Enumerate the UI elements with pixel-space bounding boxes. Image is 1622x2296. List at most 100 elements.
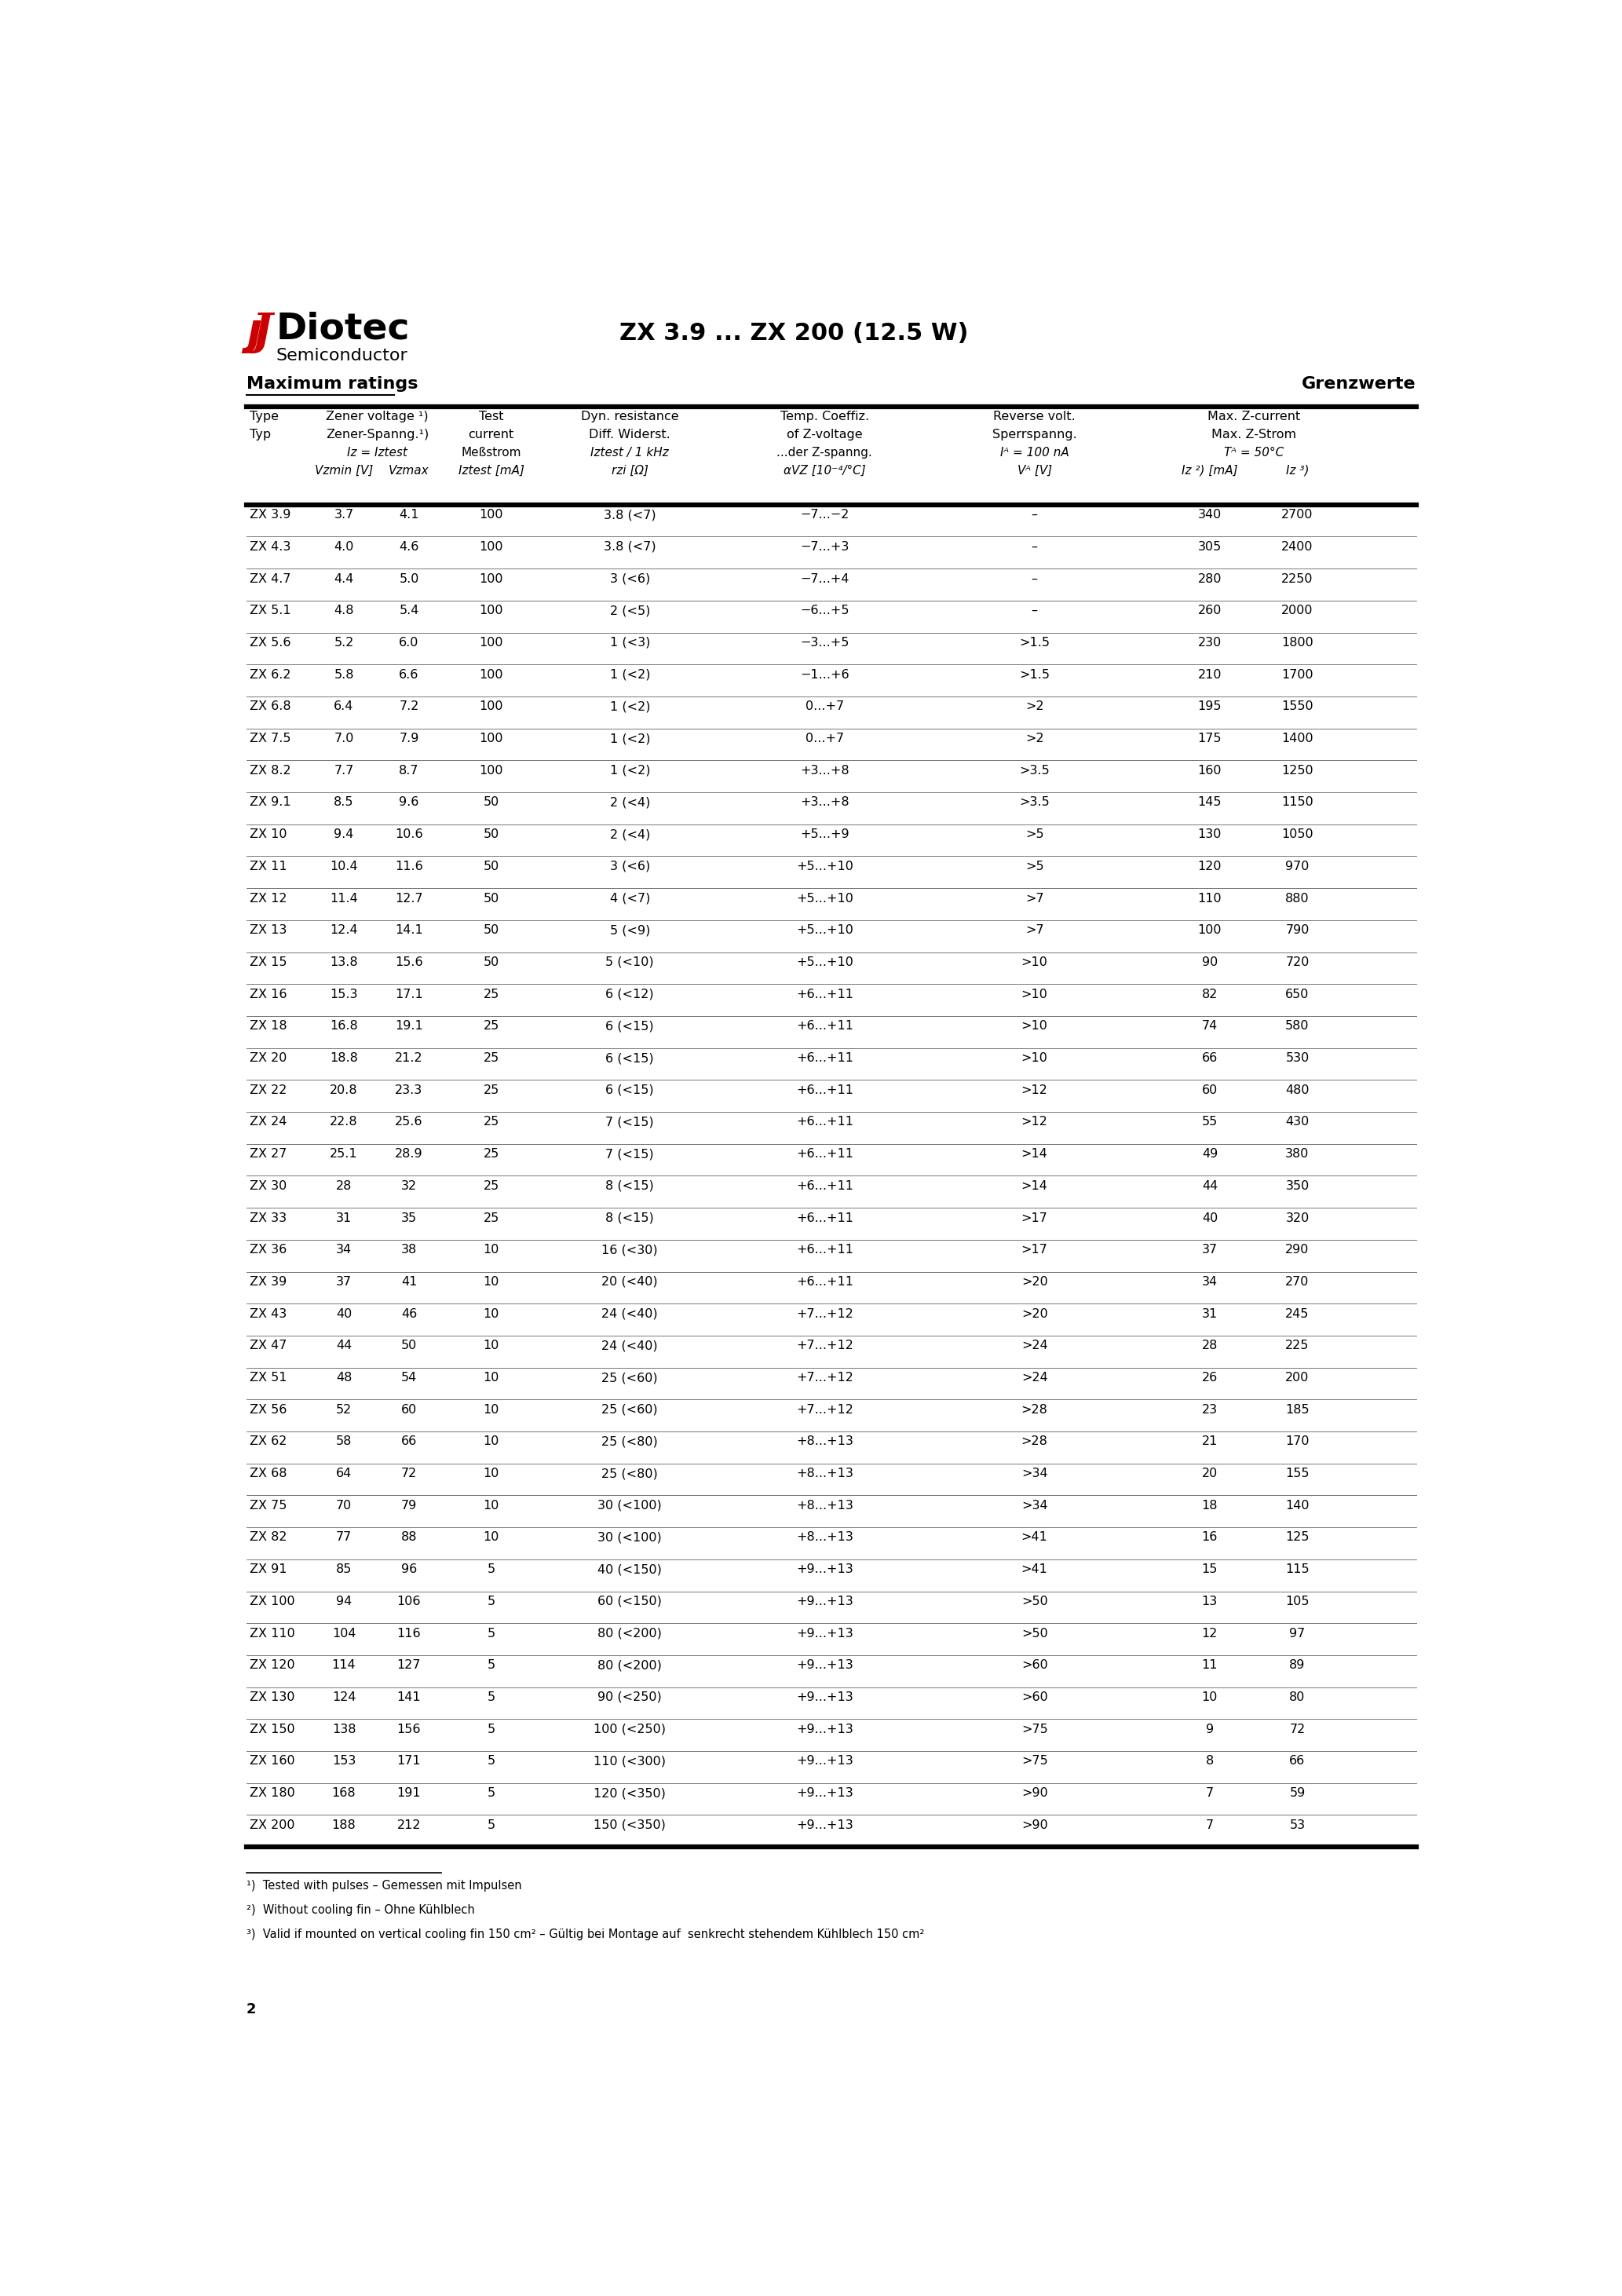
Text: 171: 171	[397, 1756, 422, 1768]
Text: +5...+10: +5...+10	[796, 861, 853, 872]
Text: Type: Type	[250, 411, 279, 422]
Text: >24: >24	[1022, 1371, 1048, 1384]
Text: 140: 140	[1285, 1499, 1309, 1511]
Text: rᴢi [Ω]: rᴢi [Ω]	[611, 464, 649, 475]
Text: of Z-voltage: of Z-voltage	[787, 429, 863, 441]
Text: 17.1: 17.1	[396, 987, 423, 1001]
Text: 58: 58	[336, 1435, 352, 1446]
Text: 7.2: 7.2	[399, 700, 418, 712]
Text: >24: >24	[1022, 1341, 1048, 1352]
Text: 1050: 1050	[1281, 829, 1314, 840]
Text: +6...+11: +6...+11	[796, 987, 853, 1001]
Text: >34: >34	[1022, 1467, 1048, 1479]
Text: 59: 59	[1289, 1786, 1306, 1800]
Text: 10: 10	[483, 1467, 500, 1479]
Text: 0...+7: 0...+7	[805, 732, 843, 744]
Text: 85: 85	[336, 1564, 352, 1575]
Text: +8...+13: +8...+13	[796, 1435, 853, 1446]
Text: 4.4: 4.4	[334, 572, 354, 585]
Text: +5...+10: +5...+10	[796, 893, 853, 905]
Text: 88: 88	[401, 1531, 417, 1543]
Text: ZX 180: ZX 180	[250, 1786, 295, 1800]
Text: +6...+11: +6...+11	[796, 1052, 853, 1063]
Text: 40: 40	[1202, 1212, 1218, 1224]
Text: 25 (<60): 25 (<60)	[602, 1403, 659, 1417]
Text: 305: 305	[1199, 542, 1221, 553]
Text: 21.2: 21.2	[396, 1052, 423, 1063]
Text: ZX 3.9 ... ZX 200 (12.5 W): ZX 3.9 ... ZX 200 (12.5 W)	[620, 321, 968, 344]
Text: 270: 270	[1285, 1277, 1309, 1288]
Text: ZX 24: ZX 24	[250, 1116, 287, 1127]
Text: 145: 145	[1197, 797, 1221, 808]
Text: 5: 5	[487, 1724, 495, 1736]
Text: +7...+12: +7...+12	[796, 1341, 853, 1352]
Text: Iᴢ = Iᴢtest: Iᴢ = Iᴢtest	[347, 448, 407, 459]
Text: 77: 77	[336, 1531, 352, 1543]
Text: 9.4: 9.4	[334, 829, 354, 840]
Text: 5: 5	[487, 1596, 495, 1607]
Text: Iᴬ = 100 nA: Iᴬ = 100 nA	[1001, 448, 1069, 459]
Text: >60: >60	[1022, 1660, 1048, 1671]
Text: ZX 18: ZX 18	[250, 1019, 287, 1031]
Text: ZX 47: ZX 47	[250, 1341, 287, 1352]
Text: 72: 72	[401, 1467, 417, 1479]
Text: 4.6: 4.6	[399, 542, 418, 553]
Text: 7 (<15): 7 (<15)	[605, 1148, 654, 1159]
Text: 1400: 1400	[1281, 732, 1314, 744]
Text: +5...+10: +5...+10	[796, 957, 853, 969]
Text: 2000: 2000	[1281, 604, 1314, 618]
Text: 50: 50	[401, 1341, 417, 1352]
Text: 10: 10	[1202, 1692, 1218, 1704]
Text: 37: 37	[336, 1277, 352, 1288]
Text: 212: 212	[397, 1818, 422, 1830]
Text: +9...+13: +9...+13	[796, 1692, 853, 1704]
Text: 22.8: 22.8	[329, 1116, 358, 1127]
Text: 290: 290	[1285, 1244, 1309, 1256]
Text: 26: 26	[1202, 1371, 1218, 1384]
Text: 5: 5	[487, 1756, 495, 1768]
Text: 46: 46	[401, 1309, 417, 1320]
Text: ³)  Valid if mounted on vertical cooling fin 150 cm² – Gültig bei Montage auf  s: ³) Valid if mounted on vertical cooling …	[247, 1929, 925, 1940]
Text: +9...+13: +9...+13	[796, 1564, 853, 1575]
Text: 8.5: 8.5	[334, 797, 354, 808]
Text: 28: 28	[336, 1180, 352, 1192]
Text: 225: 225	[1285, 1341, 1309, 1352]
Text: 28: 28	[1202, 1341, 1218, 1352]
Text: 130: 130	[1197, 829, 1221, 840]
Text: 1800: 1800	[1281, 636, 1314, 647]
Text: +8...+13: +8...+13	[796, 1499, 853, 1511]
Text: >12: >12	[1022, 1116, 1048, 1127]
Text: 8.7: 8.7	[399, 765, 418, 776]
Text: 6.6: 6.6	[399, 668, 418, 680]
Text: 25.1: 25.1	[329, 1148, 358, 1159]
Text: 156: 156	[397, 1724, 422, 1736]
Text: ZX 12: ZX 12	[250, 893, 287, 905]
Text: 11.4: 11.4	[329, 893, 358, 905]
Text: 3 (<6): 3 (<6)	[610, 861, 650, 872]
Text: 21: 21	[1202, 1435, 1218, 1446]
Text: 82: 82	[1202, 987, 1218, 1001]
Text: 24 (<40): 24 (<40)	[602, 1309, 659, 1320]
Text: 185: 185	[1285, 1403, 1309, 1417]
Text: 4.0: 4.0	[334, 542, 354, 553]
Text: Dyn. resistance: Dyn. resistance	[581, 411, 678, 422]
Text: 8 (<15): 8 (<15)	[605, 1180, 654, 1192]
Text: 127: 127	[397, 1660, 422, 1671]
Text: 0...+7: 0...+7	[805, 700, 843, 712]
Text: >20: >20	[1022, 1277, 1048, 1288]
Text: 12: 12	[1202, 1628, 1218, 1639]
Text: >14: >14	[1022, 1180, 1048, 1192]
Text: 7 (<15): 7 (<15)	[605, 1116, 654, 1127]
Text: ²)  Without cooling fin – Ohne Kühlblech: ²) Without cooling fin – Ohne Kühlblech	[247, 1903, 475, 1917]
Text: 430: 430	[1286, 1116, 1309, 1127]
Text: 90 (<250): 90 (<250)	[599, 1692, 662, 1704]
Text: 34: 34	[1202, 1277, 1218, 1288]
Text: 1150: 1150	[1281, 797, 1314, 808]
Text: –: –	[1032, 604, 1038, 618]
Text: 104: 104	[333, 1628, 355, 1639]
Text: 6.0: 6.0	[399, 636, 418, 647]
Text: 50: 50	[483, 957, 500, 969]
Text: 100: 100	[478, 604, 503, 618]
Text: 153: 153	[333, 1756, 355, 1768]
Text: ZX 4.7: ZX 4.7	[250, 572, 290, 585]
